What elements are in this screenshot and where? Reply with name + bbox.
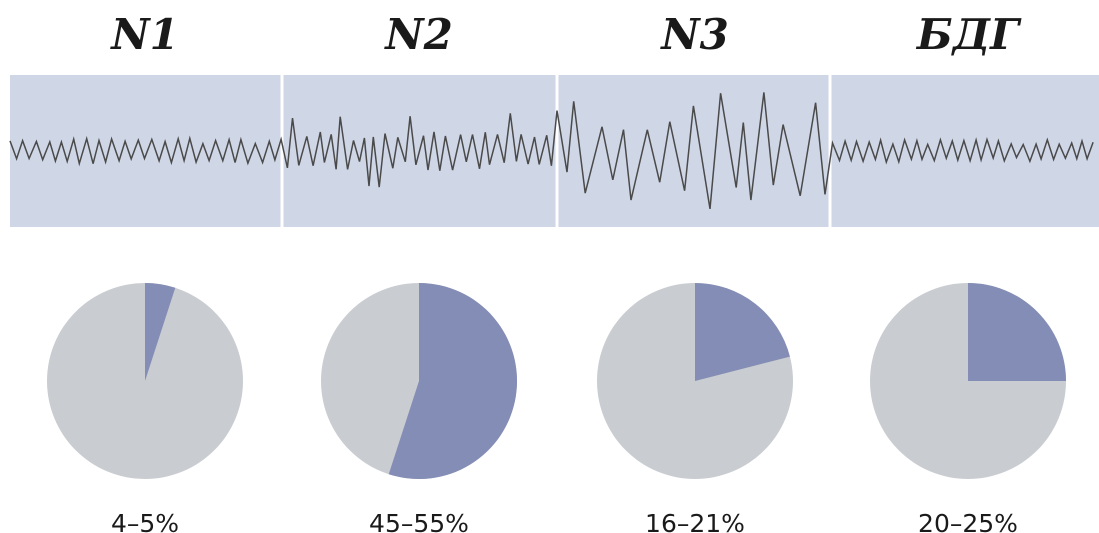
pie-slice <box>968 283 1066 381</box>
eeg-trace <box>9 92 1094 210</box>
pie-slice <box>695 283 790 381</box>
stage-title: БДГ <box>916 10 1022 59</box>
percentage-label: 20–25% <box>918 509 1018 533</box>
stage-title: N3 <box>659 10 729 59</box>
eeg-band <box>10 75 1099 227</box>
pie-slice <box>388 283 518 479</box>
pie-charts <box>47 283 1066 479</box>
stage-title: N2 <box>383 10 453 59</box>
percentage-label: 16–21% <box>645 509 745 533</box>
pie-slice <box>145 283 176 381</box>
percentage-label: 45–55% <box>369 509 469 533</box>
percentage-label: 4–5% <box>111 509 179 533</box>
stage-title: N1 <box>109 10 179 59</box>
